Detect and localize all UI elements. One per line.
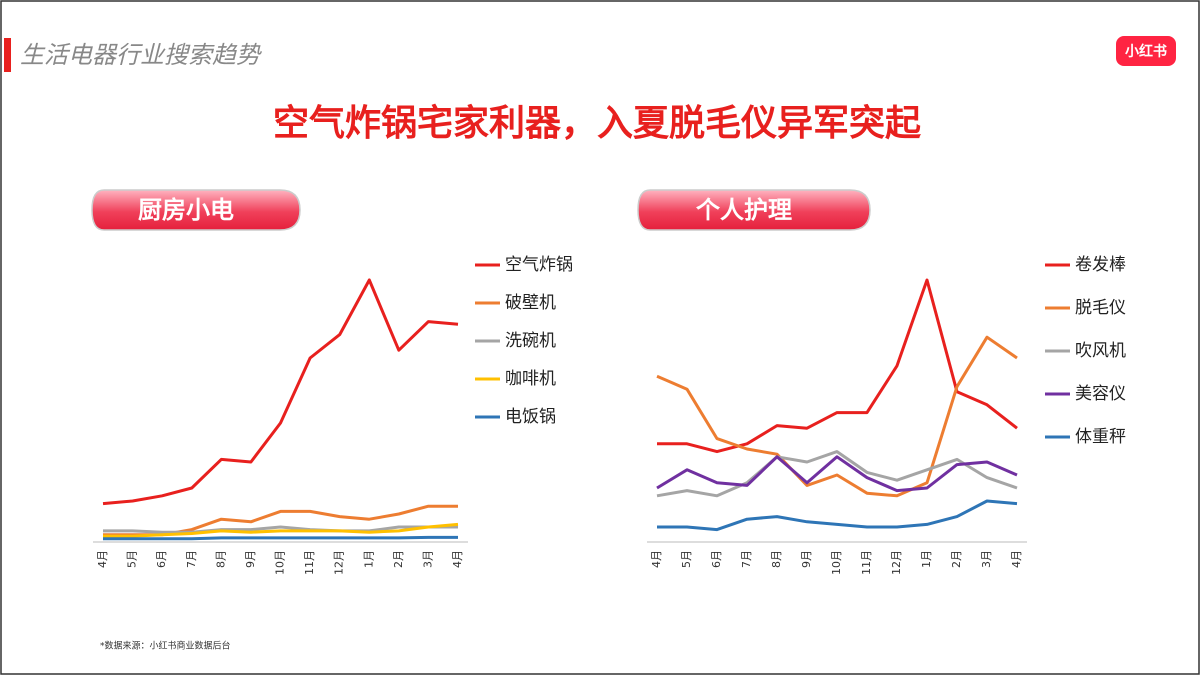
x-tick-label: 4月 [96, 550, 109, 568]
accent-bar [4, 38, 11, 72]
x-tick-label: 7月 [185, 550, 198, 568]
x-tick-label: 12月 [890, 550, 903, 575]
legend-label: 吹风机 [1075, 341, 1126, 361]
legend-label: 电饭锅 [505, 407, 556, 427]
legend-label: 卷发棒 [1075, 255, 1126, 275]
chart-title-pill [91, 189, 301, 231]
x-tick-label: 9月 [800, 550, 813, 568]
x-tick-label: 6月 [710, 550, 723, 568]
x-tick-label: 2月 [392, 550, 405, 568]
x-tick-label: 5月 [680, 550, 693, 568]
series-line [103, 535, 458, 541]
logo-badge [1116, 36, 1176, 66]
series-line [103, 525, 458, 534]
chart-title-pill [637, 189, 871, 231]
footnote: *数据来源：小红书商业数据后台 [100, 640, 231, 652]
chart-title: 个人护理 [696, 196, 792, 224]
headline: 空气炸锅宅家利器，入夏脱毛仪异军突起 [273, 102, 922, 144]
x-tick-label: 7月 [740, 550, 753, 568]
legend-label: 美容仪 [1075, 384, 1126, 404]
section-title: 生活电器行业搜索趋势 [20, 41, 262, 69]
x-tick-label: 12月 [333, 550, 346, 575]
x-tick-label: 10月 [274, 550, 287, 575]
x-tick-label: 11月 [860, 550, 873, 575]
legend-label: 体重秤 [1075, 427, 1126, 447]
x-tick-label: 1月 [920, 550, 933, 568]
series-line [102, 278, 459, 506]
x-tick-label: 4月 [451, 550, 464, 568]
x-tick-label: 4月 [650, 550, 663, 568]
series-line [103, 522, 459, 538]
x-tick-label: 6月 [155, 550, 168, 568]
x-tick-label: 11月 [303, 550, 316, 575]
series-line [656, 335, 1018, 498]
series-line [657, 278, 1018, 454]
legend-label: 咖啡机 [505, 369, 556, 389]
x-tick-label: 8月 [770, 550, 783, 568]
x-tick-label: 2月 [950, 550, 963, 568]
series-line [656, 455, 1018, 493]
x-tick-label: 5月 [126, 550, 139, 568]
chart-title: 厨房小电 [138, 196, 234, 224]
x-tick-label: 10月 [830, 550, 843, 575]
x-tick-label: 8月 [214, 550, 227, 568]
legend-label: 空气炸锅 [505, 255, 573, 275]
logo: 小红书 [1125, 43, 1167, 60]
series-line [657, 499, 1018, 532]
x-tick-label: 3月 [421, 550, 434, 568]
x-tick-label: 1月 [362, 550, 375, 568]
legend-label: 破壁机 [505, 293, 556, 313]
legend-label: 洗碗机 [505, 331, 556, 351]
legend-label: 脱毛仪 [1075, 298, 1126, 318]
x-tick-label: 4月 [1010, 550, 1023, 568]
x-tick-label: 3月 [980, 550, 993, 568]
series-line [656, 450, 1018, 498]
x-tick-label: 9月 [244, 550, 257, 568]
